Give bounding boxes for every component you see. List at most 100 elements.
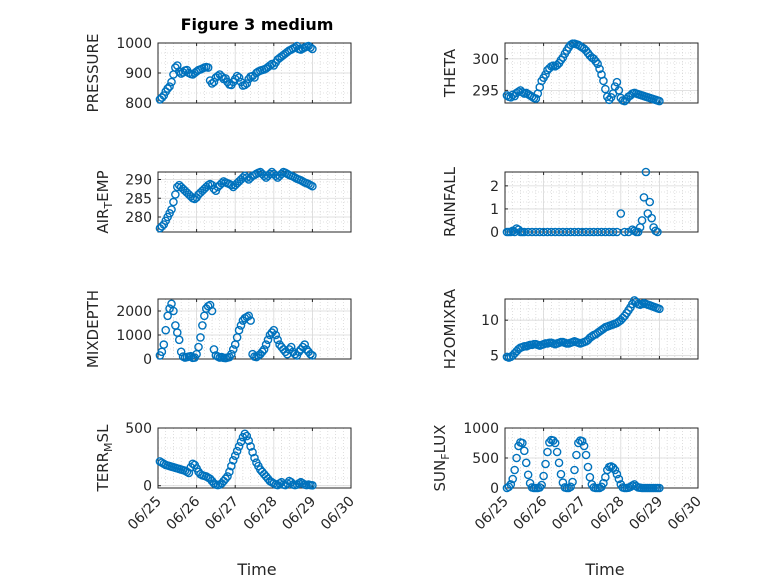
y-tick-label: 290 bbox=[125, 173, 152, 189]
x-tick-label: 06/26 bbox=[164, 493, 204, 533]
y-tick-label: 285 bbox=[125, 191, 152, 207]
subplot-1: 800 900 1000 PRESSURE bbox=[84, 34, 352, 112]
data-point bbox=[568, 477, 577, 487]
data-point bbox=[244, 436, 254, 445]
data-point bbox=[242, 79, 252, 88]
subplot-4: 0 1 2 RAINFALL bbox=[441, 166, 699, 241]
data-point bbox=[169, 197, 178, 207]
data-point bbox=[242, 431, 252, 441]
data-point bbox=[286, 342, 296, 352]
data-point bbox=[518, 87, 527, 97]
data-point bbox=[601, 84, 610, 94]
data-point bbox=[250, 73, 259, 82]
y-tick-label: 0 bbox=[490, 481, 499, 497]
data-point bbox=[591, 57, 601, 66]
x-tick-label: 06/29 bbox=[279, 494, 319, 534]
subplot-2: 295 300 THETA bbox=[441, 39, 699, 106]
data-point bbox=[167, 77, 176, 87]
data-point bbox=[641, 167, 651, 177]
data-point bbox=[653, 227, 662, 237]
data-series bbox=[155, 41, 317, 104]
data-point bbox=[308, 481, 317, 490]
data-point bbox=[230, 451, 240, 460]
x-tick-label: 06/30 bbox=[665, 494, 705, 534]
data-point bbox=[227, 461, 236, 471]
data-point bbox=[614, 474, 624, 484]
data-point bbox=[240, 429, 250, 439]
data-series bbox=[502, 435, 664, 493]
data-point bbox=[577, 436, 587, 446]
x-tick-label: 06/27 bbox=[202, 494, 242, 534]
y-axis-label: AIRTEMP bbox=[94, 170, 115, 233]
y-tick-label: 0 bbox=[143, 479, 152, 495]
y-axis-label: RAINFALL bbox=[441, 166, 459, 237]
data-point bbox=[198, 321, 207, 330]
y-tick-label: 0 bbox=[143, 352, 152, 368]
data-point bbox=[283, 479, 292, 488]
data-point bbox=[535, 483, 545, 492]
data-point bbox=[169, 306, 178, 316]
data-point bbox=[556, 469, 566, 479]
data-point bbox=[595, 64, 604, 74]
data-point bbox=[196, 333, 205, 342]
data-point bbox=[633, 227, 643, 237]
data-point bbox=[306, 43, 315, 52]
data-point bbox=[300, 340, 309, 349]
data-series bbox=[502, 167, 662, 237]
data-point bbox=[604, 95, 614, 105]
y-tick-label: 1000 bbox=[116, 36, 152, 52]
data-point bbox=[244, 311, 254, 321]
y-axis-label: TERRMSL bbox=[94, 424, 115, 493]
figure-title: Figure 3 medium bbox=[181, 15, 334, 34]
data-point bbox=[194, 342, 203, 352]
data-point bbox=[512, 453, 521, 463]
data-point bbox=[250, 453, 259, 463]
data-point bbox=[209, 77, 219, 87]
data-point bbox=[504, 482, 514, 492]
data-point bbox=[174, 67, 184, 76]
data-point bbox=[537, 480, 546, 490]
data-point bbox=[207, 306, 217, 316]
x-tick-label: 06/29 bbox=[626, 494, 666, 534]
data-point bbox=[554, 458, 564, 468]
data-series bbox=[155, 429, 317, 490]
data-point bbox=[259, 345, 269, 354]
y-tick-label: 1000 bbox=[116, 328, 152, 344]
x-tick-label: 06/25 bbox=[472, 494, 512, 534]
data-point bbox=[570, 465, 579, 475]
data-point bbox=[579, 441, 589, 451]
y-tick-label: 0 bbox=[490, 225, 499, 241]
data-point bbox=[583, 462, 593, 472]
x-tick-label: 06/25 bbox=[125, 494, 165, 534]
data-series bbox=[502, 39, 664, 106]
data-point bbox=[184, 468, 194, 478]
data-point bbox=[581, 450, 591, 460]
data-point bbox=[599, 76, 608, 86]
data-point bbox=[612, 77, 622, 87]
data-point bbox=[172, 182, 182, 192]
y-axis-label: THETA bbox=[441, 48, 459, 98]
y-tick-label: 900 bbox=[125, 66, 152, 82]
data-point bbox=[655, 96, 664, 106]
data-point bbox=[608, 463, 618, 472]
data-point bbox=[257, 347, 267, 357]
data-point bbox=[236, 321, 246, 330]
data-point bbox=[308, 181, 317, 191]
data-point bbox=[572, 450, 581, 460]
data-point bbox=[157, 222, 167, 231]
data-point bbox=[655, 304, 664, 314]
data-point bbox=[518, 438, 527, 448]
data-point bbox=[639, 193, 649, 202]
y-tick-label: 500 bbox=[472, 451, 499, 467]
y-tick-label: 295 bbox=[472, 83, 499, 99]
data-point bbox=[541, 70, 550, 79]
data-point bbox=[186, 351, 196, 361]
data-point bbox=[240, 80, 250, 90]
y-axis-label: H2OMIXRA bbox=[441, 288, 459, 369]
y-tick-label: 10 bbox=[481, 313, 499, 329]
data-point bbox=[523, 470, 533, 480]
data-point bbox=[227, 180, 236, 190]
data-point bbox=[506, 93, 516, 102]
data-point bbox=[234, 73, 244, 82]
